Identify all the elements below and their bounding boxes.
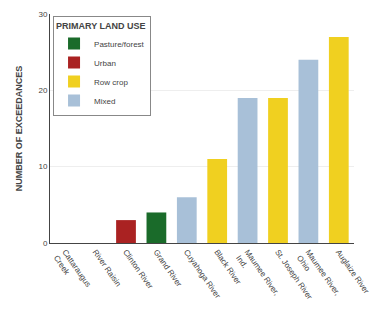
svg-text:River Raisin: River Raisin: [91, 248, 123, 288]
svg-text:30: 30: [38, 10, 47, 19]
svg-text:PRIMARY LAND USE: PRIMARY LAND USE: [56, 21, 146, 31]
svg-text:Black River: Black River: [212, 248, 243, 287]
svg-text:Cuyahoga River: Cuyahoga River: [182, 248, 222, 300]
svg-text:Row crop: Row crop: [94, 78, 128, 87]
svg-text:Mixed: Mixed: [94, 97, 115, 106]
svg-text:20: 20: [38, 86, 47, 95]
svg-text:10: 10: [38, 162, 47, 171]
svg-text:Auglaize River: Auglaize River: [334, 248, 371, 296]
svg-text:Clinton River: Clinton River: [121, 248, 155, 291]
svg-text:0: 0: [43, 239, 48, 248]
svg-text:Urban: Urban: [94, 59, 116, 68]
svg-text:Maumee River,Ohio: Maumee River,Ohio: [295, 248, 342, 303]
svg-text:St. Joseph River: St. Joseph River: [273, 248, 314, 302]
svg-text:Maumee River,Ind.: Maumee River,Ind.: [234, 248, 281, 303]
svg-text:Grand River: Grand River: [151, 248, 183, 289]
svg-text:NUMBER OF EXCEEDANCES: NUMBER OF EXCEEDANCES: [14, 66, 24, 192]
svg-text:CattaraugusCreek: CattaraugusCreek: [52, 248, 93, 295]
svg-text:Pasture/forest: Pasture/forest: [94, 40, 145, 49]
